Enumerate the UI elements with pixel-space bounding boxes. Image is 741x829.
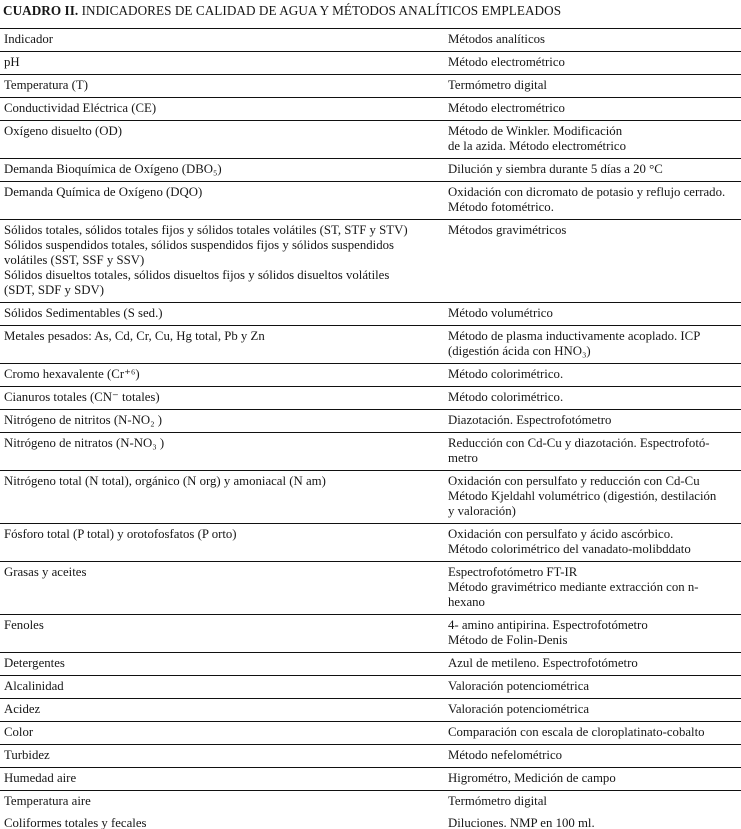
indicator-cell: Sólidos Sedimentables (S sed.) bbox=[4, 306, 163, 320]
indicator-cell: Demanda Bioquímica de Oxígeno (DBO₅) bbox=[4, 162, 222, 176]
method-cell: Método electrométrico bbox=[448, 101, 565, 115]
indicators-table: Indicador Métodos analíticos pH Método e… bbox=[0, 28, 741, 829]
indicator-cell: Grasas y aceites bbox=[4, 565, 87, 579]
indicator-cell: Color bbox=[4, 725, 34, 739]
table-row: Temperatura (T) Termómetro digital bbox=[0, 75, 741, 98]
method-cell: Métodos gravimétricos bbox=[448, 223, 567, 237]
table-row: Sólidos totales, sólidos totales fijos y… bbox=[0, 220, 741, 303]
table-row: Cianuros totales (CN⁻ totales) Método co… bbox=[0, 387, 741, 410]
table-body: pH Método electrométrico Temperatura (T)… bbox=[0, 52, 741, 829]
indicator-cell: Sólidos totales, sólidos totales fijos y… bbox=[4, 223, 408, 297]
table-row: Fenoles 4- amino antipirina. Espectrofot… bbox=[0, 615, 741, 653]
method-cell: Oxidación con persulfato y reducción con… bbox=[448, 474, 717, 518]
table-row: Nitrógeno total (N total), orgánico (N o… bbox=[0, 471, 741, 524]
method-cell: Azul de metileno. Espectrofotómetro bbox=[448, 656, 638, 670]
indicator-cell: Cromo hexavalente (Cr⁺⁶) bbox=[4, 367, 140, 381]
table-row: Demanda Química de Oxígeno (DQO) Oxidaci… bbox=[0, 182, 741, 220]
table-row: Sólidos Sedimentables (S sed.) Método vo… bbox=[0, 303, 741, 326]
method-cell: 4- amino antipirina. Espectrofotómetro M… bbox=[448, 618, 648, 647]
indicator-cell: Detergentes bbox=[4, 656, 65, 670]
method-cell: Método nefelométrico bbox=[448, 748, 563, 762]
table-row: pH Método electrométrico bbox=[0, 52, 741, 75]
table-row: Acidez Valoración potenciométrica bbox=[0, 699, 741, 722]
method-cell: Valoración potenciométrica bbox=[448, 679, 590, 693]
table-row: Grasas y aceites Espectrofotómetro FT-IR… bbox=[0, 562, 741, 615]
indicator-cell: Metales pesados: As, Cd, Cr, Cu, Hg tota… bbox=[4, 329, 265, 343]
table-row: Coliformes totales y fecales Diluciones.… bbox=[0, 813, 741, 829]
table-row: Nitrógeno de nitratos (N-NO₃ ) Reducción… bbox=[0, 433, 741, 471]
table-row: Metales pesados: As, Cd, Cr, Cu, Hg tota… bbox=[0, 326, 741, 364]
table-caption-label: CUADRO II. bbox=[3, 3, 79, 18]
table-row: Nitrógeno de nitritos (N-NO₂ ) Diazotaci… bbox=[0, 410, 741, 433]
method-cell: Termómetro digital bbox=[448, 794, 547, 808]
method-cell: Oxidación con dicromato de potasio y ref… bbox=[448, 185, 726, 214]
table-caption: CUADRO II. INDICADORES DE CALIDAD DE AGU… bbox=[0, 3, 741, 19]
method-cell: Método de Winkler. Modificación de la az… bbox=[448, 124, 627, 153]
header-method: Métodos analíticos bbox=[448, 32, 546, 46]
method-cell: Termómetro digital bbox=[448, 78, 547, 92]
method-cell: Diluciones. NMP en 100 ml. bbox=[448, 816, 595, 829]
method-cell: Oxidación con persulfato y ácido ascórbi… bbox=[448, 527, 691, 556]
table-row: Turbidez Método nefelométrico bbox=[0, 745, 741, 768]
indicator-cell: Nitrógeno de nitratos (N-NO₃ ) bbox=[4, 436, 165, 450]
table-row: Demanda Bioquímica de Oxígeno (DBO₅) Dil… bbox=[0, 159, 741, 182]
table-header-row: Indicador Métodos analíticos bbox=[0, 29, 741, 52]
indicator-cell: Acidez bbox=[4, 702, 41, 716]
indicator-cell: Fósforo total (P total) y orotofosfatos … bbox=[4, 527, 237, 541]
indicator-cell: Nitrógeno de nitritos (N-NO₂ ) bbox=[4, 413, 162, 427]
indicator-cell: Cianuros totales (CN⁻ totales) bbox=[4, 390, 160, 404]
indicator-cell: Turbidez bbox=[4, 748, 50, 762]
table-row: Humedad aire Higrométro, Medición de cam… bbox=[0, 768, 741, 791]
indicator-cell: Oxígeno disuelto (OD) bbox=[4, 124, 122, 138]
method-cell: Método volumétrico bbox=[448, 306, 553, 320]
table-row: Cromo hexavalente (Cr⁺⁶) Método colorimé… bbox=[0, 364, 741, 387]
indicator-cell: pH bbox=[4, 55, 20, 69]
indicator-cell: Humedad aire bbox=[4, 771, 77, 785]
table-row: Oxígeno disuelto (OD) Método de Winkler.… bbox=[0, 121, 741, 159]
table-row: Detergentes Azul de metileno. Espectrofo… bbox=[0, 653, 741, 676]
method-cell: Reducción con Cd-Cu y diazotación. Espec… bbox=[448, 436, 710, 465]
method-cell: Método de plasma inductivamente acoplado… bbox=[448, 329, 701, 358]
indicator-cell: Temperatura aire bbox=[4, 794, 91, 808]
method-cell: Higrométro, Medición de campo bbox=[448, 771, 616, 785]
table-row: Conductividad Eléctrica (CE) Método elec… bbox=[0, 98, 741, 121]
method-cell: Diazotación. Espectrofotómetro bbox=[448, 413, 612, 427]
indicator-cell: Nitrógeno total (N total), orgánico (N o… bbox=[4, 474, 326, 488]
indicator-cell: Alcalinidad bbox=[4, 679, 64, 693]
table-row: Temperatura aire Termómetro digital bbox=[0, 791, 741, 813]
table-row: Color Comparación con escala de cloropla… bbox=[0, 722, 741, 745]
table-row: Fósforo total (P total) y orotofosfatos … bbox=[0, 524, 741, 562]
indicator-cell: Coliformes totales y fecales bbox=[4, 816, 147, 829]
indicator-cell: Temperatura (T) bbox=[4, 78, 89, 92]
method-cell: Dilución y siembra durante 5 días a 20 °… bbox=[448, 162, 663, 176]
indicator-cell: Conductividad Eléctrica (CE) bbox=[4, 101, 157, 115]
method-cell: Método colorimétrico. bbox=[448, 390, 564, 404]
method-cell: Método electrométrico bbox=[448, 55, 565, 69]
method-cell: Espectrofotómetro FT-IR Método gravimétr… bbox=[448, 565, 699, 609]
method-cell: Comparación con escala de cloroplatinato… bbox=[448, 725, 705, 739]
method-cell: Método colorimétrico. bbox=[448, 367, 564, 381]
indicator-cell: Fenoles bbox=[4, 618, 44, 632]
header-indicator: Indicador bbox=[4, 32, 54, 46]
method-cell: Valoración potenciométrica bbox=[448, 702, 590, 716]
table-caption-text: INDICADORES DE CALIDAD DE AGUA Y MÉTODOS… bbox=[78, 3, 562, 18]
indicator-cell: Demanda Química de Oxígeno (DQO) bbox=[4, 185, 203, 199]
table-row: Alcalinidad Valoración potenciométrica bbox=[0, 676, 741, 699]
